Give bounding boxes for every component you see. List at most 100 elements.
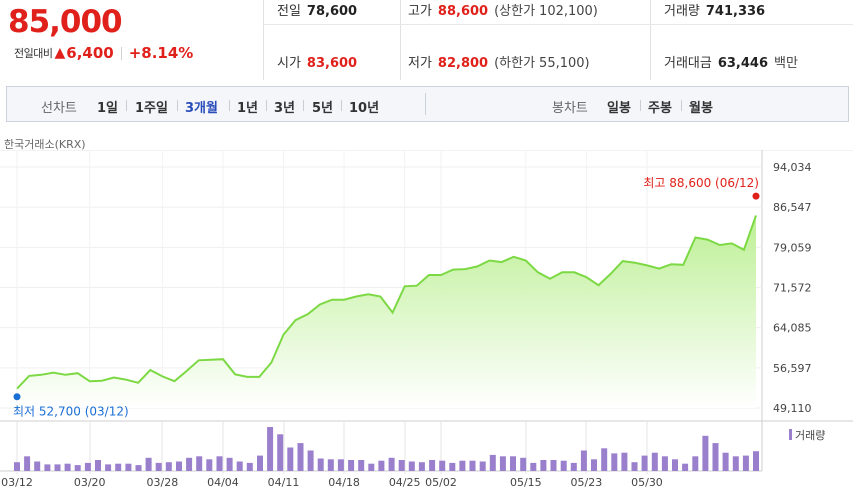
price-line xyxy=(16,215,757,390)
volume-bar xyxy=(469,460,476,471)
x-tick-label: 03/12 xyxy=(1,476,33,489)
volume-bar xyxy=(246,462,253,471)
divider xyxy=(400,0,401,80)
x-tick-label: 05/02 xyxy=(425,476,457,489)
x-tick-label: 04/11 xyxy=(268,476,300,489)
candle-daily-button[interactable]: 일봉 xyxy=(607,101,631,116)
volume-bar xyxy=(348,460,355,471)
volume-bar xyxy=(398,460,405,471)
y-tick-label: 94,034 xyxy=(773,161,812,174)
volume-bar xyxy=(368,463,375,471)
candle-weekly-button[interactable]: 주봉 xyxy=(648,101,672,116)
candle-monthly-button[interactable]: 월봉 xyxy=(689,101,713,116)
divider xyxy=(229,100,230,111)
y-tick-label: 49,110 xyxy=(773,402,812,415)
volume-bar xyxy=(226,457,233,471)
y-tick-label: 86,547 xyxy=(773,201,812,214)
volume-bar xyxy=(439,460,446,471)
volume-bar xyxy=(742,455,749,471)
divider xyxy=(263,24,853,25)
x-tick-label: 05/15 xyxy=(510,476,542,489)
volume-bar xyxy=(277,434,284,471)
volume-bar xyxy=(499,456,506,471)
volume-bar xyxy=(176,461,182,471)
volume-bar xyxy=(449,462,456,471)
divider xyxy=(681,100,682,111)
volume-bar xyxy=(115,463,122,471)
volume-bar xyxy=(672,459,678,471)
volume-bar xyxy=(611,453,618,471)
volume-bar xyxy=(388,457,395,471)
period-10y-button[interactable]: 10년 xyxy=(349,101,380,116)
volume-bar xyxy=(84,462,91,471)
up-triangle-icon: ▲ xyxy=(54,45,66,61)
volume-bar xyxy=(580,450,587,471)
y-tick-label: 79,059 xyxy=(773,241,812,254)
data-source-label: 한국거래소(KRX) xyxy=(4,138,86,151)
x-tick-label: 04/04 xyxy=(207,476,239,489)
volume-bar xyxy=(54,464,61,471)
volume-bar xyxy=(459,460,466,471)
x-tick-label: 04/18 xyxy=(328,476,360,489)
divider xyxy=(177,100,178,111)
divider xyxy=(266,100,267,111)
volume-bar xyxy=(702,435,709,471)
volume-bar xyxy=(560,460,567,471)
volume-bar xyxy=(408,461,415,471)
period-3m-button[interactable]: 3개월 xyxy=(185,101,218,116)
period-3y-button[interactable]: 3년 xyxy=(274,101,296,116)
stat-prev-close: 전일 78,600 xyxy=(277,4,358,19)
divider xyxy=(640,100,641,111)
divider xyxy=(263,0,264,80)
period-5y-button[interactable]: 5년 xyxy=(312,101,334,116)
divider xyxy=(425,93,426,115)
volume-bar xyxy=(550,460,557,471)
volume-bar xyxy=(206,459,213,471)
volume-bar xyxy=(337,459,344,471)
volume-bar xyxy=(327,459,334,471)
high-marker xyxy=(752,192,760,200)
volume-bar xyxy=(267,427,274,471)
x-tick-label: 03/20 xyxy=(74,476,106,489)
volume-bar xyxy=(520,457,527,471)
current-price: 85,000 xyxy=(8,4,123,40)
volume-bar xyxy=(135,465,142,471)
volume-bar xyxy=(722,452,729,471)
price-change-row: 전일대비 ▲ 6,400 +8.14% xyxy=(14,44,193,62)
volume-bar xyxy=(692,456,699,471)
y-tick-label: 64,085 xyxy=(773,322,812,335)
volume-bar xyxy=(145,457,152,471)
stats-table: 전일 78,600 고가 88,600 (상한가 102,100) 거래량 74… xyxy=(263,0,853,80)
volume-bar xyxy=(95,460,101,471)
volume-bar xyxy=(155,462,162,471)
high-annotation: 최고 88,600 (06/12) xyxy=(643,176,759,190)
volume-bar xyxy=(732,456,739,471)
price-summary: 85,000 전일대비 ▲ 6,400 +8.14% xyxy=(0,0,262,80)
divider xyxy=(303,100,304,111)
period-1d-button[interactable]: 1일 xyxy=(97,101,119,116)
period-1y-button[interactable]: 1년 xyxy=(237,101,259,116)
volume-bar xyxy=(44,464,51,471)
volume-bar xyxy=(74,465,81,471)
divider xyxy=(120,46,122,60)
volume-bar xyxy=(34,461,41,471)
volume-bar xyxy=(570,462,577,471)
volume-bar xyxy=(429,460,436,471)
volume-bar xyxy=(257,455,263,471)
period-1w-button[interactable]: 1주일 xyxy=(135,101,168,116)
divider xyxy=(341,100,342,111)
axes: 94,034 86,547 79,059 71,572 64,085 56,597 49,1… xyxy=(1,161,825,489)
volume-bar xyxy=(601,448,608,471)
y-tick-label: 56,597 xyxy=(773,362,812,375)
volume-bar xyxy=(165,462,172,471)
volume-bar xyxy=(651,452,658,471)
volume-bar xyxy=(479,461,486,471)
volume-bar xyxy=(358,460,365,471)
x-tick-label: 04/25 xyxy=(389,476,421,489)
volume-bar xyxy=(682,463,689,471)
volume-bar xyxy=(591,459,597,471)
stat-amount: 거래대금 63,446 백만 xyxy=(664,56,798,71)
volume-bar xyxy=(236,461,243,471)
volume-bar xyxy=(712,443,719,471)
volume-bar xyxy=(641,455,648,471)
